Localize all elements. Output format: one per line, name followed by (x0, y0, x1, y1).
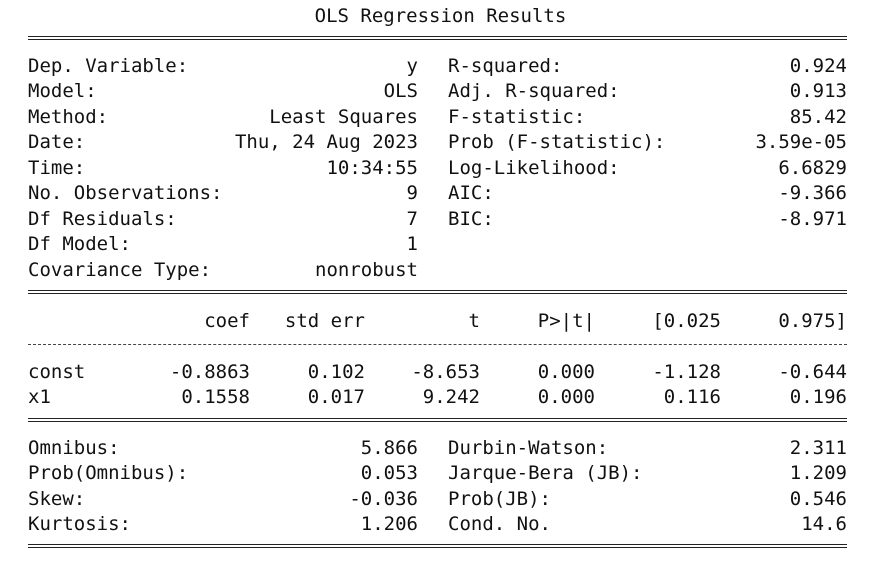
summary-right-label: R-squared: (448, 55, 563, 77)
t-cell: 9.242 (422, 386, 480, 408)
summary-left-label: Method: (28, 106, 109, 128)
t-header: t (468, 310, 480, 332)
bottom-double-rule (28, 544, 847, 548)
p-value-header: P>|t| (537, 310, 595, 332)
summary-right-label: AIC: (448, 182, 494, 204)
summary-left-value: Least Squares (269, 106, 418, 128)
ci-upper-cell: 0.196 (789, 386, 847, 408)
ci-upper-header: 0.975] (778, 310, 847, 332)
summary-right-value: 0.924 (789, 55, 847, 77)
diagnostics-left-label: Prob(Omnibus): (28, 462, 189, 484)
summary-right-label: BIC: (448, 208, 494, 230)
ci-upper-cell: -0.644 (778, 361, 847, 383)
diagnostics-left-value: 1.206 (360, 513, 418, 535)
summary-right-label: Log-Likelihood: (448, 157, 620, 179)
summary-right-label: Adj. R-squared: (448, 80, 620, 102)
diagnostics-right-label: Cond. No. (448, 513, 551, 535)
coef-cell: 0.1558 (181, 386, 250, 408)
diagnostics-right-label: Jarque-Bera (JB): (448, 462, 643, 484)
summary-left-value: Thu, 24 Aug 2023 (234, 131, 418, 153)
summary-left-label: Time: (28, 157, 86, 179)
diagnostics-left-value: 0.053 (360, 462, 418, 484)
diagnostics-left-label: Skew: (28, 488, 86, 510)
summary-right-label: Prob (F-statistic): (448, 131, 666, 153)
diagnostics-left-label: Omnibus: (28, 437, 120, 459)
diagnostics-top-double-rule (28, 418, 847, 422)
summary-left-label: Df Residuals: (28, 208, 177, 230)
summary-right-label: F-statistic: (448, 106, 586, 128)
summary-left-value: 7 (406, 208, 418, 230)
summary-right-value: 6.6829 (778, 157, 847, 179)
summary-left-label: Dep. Variable: (28, 55, 189, 77)
summary-left-label: Model: (28, 80, 97, 102)
diagnostics-left-value: -0.036 (349, 488, 418, 510)
summary-left-value: OLS (383, 80, 418, 102)
std-err-header: std err (284, 310, 365, 332)
coef-header: coef (204, 310, 250, 332)
summary-left-label: No. Observations: (28, 182, 223, 204)
summary-left-label: Df Model: (28, 233, 131, 255)
summary-left-label: Covariance Type: (28, 259, 212, 281)
diagnostics-left-value: 5.866 (360, 437, 418, 459)
summary-right-value: 85.42 (789, 106, 847, 128)
diagnostics-right-value: 2.311 (789, 437, 847, 459)
summary-left-value: 1 (406, 233, 418, 255)
summary-left-value: 9 (406, 182, 418, 204)
diagnostics-right-value: 1.209 (789, 462, 847, 484)
t-cell: -8.653 (411, 361, 480, 383)
row-name: const (28, 361, 86, 383)
diagnostics-right-value: 14.6 (801, 513, 847, 535)
diagnostics-right-label: Prob(JB): (448, 488, 551, 510)
summary-left-value: y (406, 55, 418, 77)
ci-lower-header: [0.025 (652, 310, 721, 332)
top-double-rule (28, 36, 847, 40)
diagnostics-right-label: Durbin-Watson: (448, 437, 609, 459)
summary-right-value: 3.59e-05 (755, 131, 847, 153)
row-name: x1 (28, 386, 51, 408)
p-value-cell: 0.000 (537, 361, 595, 383)
page-title: OLS Regression Results (314, 5, 567, 27)
std-err-cell: 0.102 (307, 361, 365, 383)
diagnostics-right-value: 0.546 (789, 488, 847, 510)
std-err-cell: 0.017 (307, 386, 365, 408)
summary-left-label: Date: (28, 131, 86, 153)
ci-lower-cell: -1.128 (652, 361, 721, 383)
ci-lower-cell: 0.116 (663, 386, 721, 408)
summary-left-value: nonrobust (315, 259, 418, 281)
coef-top-double-rule (28, 290, 847, 294)
p-value-cell: 0.000 (537, 386, 595, 408)
summary-right-value: -9.366 (778, 182, 847, 204)
summary-right-value: 0.913 (789, 80, 847, 102)
diagnostics-left-label: Kurtosis: (28, 513, 131, 535)
coef-cell: -0.8863 (169, 361, 250, 383)
coef-header-dashed-rule (28, 344, 847, 345)
summary-left-value: 10:34:55 (326, 157, 418, 179)
summary-right-value: -8.971 (778, 208, 847, 230)
